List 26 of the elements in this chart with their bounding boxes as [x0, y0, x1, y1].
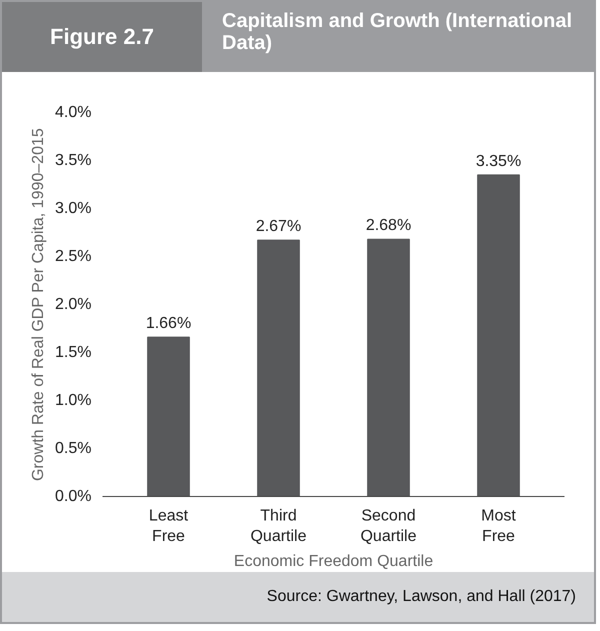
x-tick-label: Third Quartile — [250, 508, 307, 545]
bar — [477, 174, 520, 496]
x-tick-label: Second Quartile — [360, 508, 417, 545]
x-axis-title: Economic Freedom Quartile — [234, 552, 434, 570]
y-tick-label: 3.0% — [55, 200, 92, 217]
y-tick-label: 0.5% — [55, 440, 92, 457]
data-label: 3.35% — [476, 152, 522, 170]
x-tick-label: Most Free — [481, 508, 516, 545]
y-tick-label: 1.0% — [55, 392, 92, 409]
y-tick-label: 0.0% — [55, 488, 92, 505]
bar — [147, 336, 190, 496]
bar — [257, 240, 300, 496]
data-label: 1.66% — [146, 315, 192, 332]
y-tick-label: 3.5% — [55, 152, 92, 169]
y-tick-label: 4.0% — [55, 104, 92, 121]
y-tick-label: 2.0% — [55, 296, 92, 313]
chart-title: Capitalism and Growth (International Data) — [222, 10, 574, 54]
bar — [367, 238, 410, 496]
y-axis-title: Growth Rate of Real GDP Per Capita, 1990–2015 — [30, 128, 48, 482]
data-label: 2.67% — [256, 218, 302, 236]
data-label: 2.68% — [366, 217, 412, 234]
source-note: Source: Gwartney, Lawson, and Hall (2017) — [266, 587, 576, 607]
y-tick-label: 2.5% — [55, 248, 92, 265]
y-tick-label: 1.5% — [55, 344, 92, 361]
x-tick-label: Least Free — [148, 508, 189, 545]
caption: Figure 2.7 — [50, 23, 154, 52]
